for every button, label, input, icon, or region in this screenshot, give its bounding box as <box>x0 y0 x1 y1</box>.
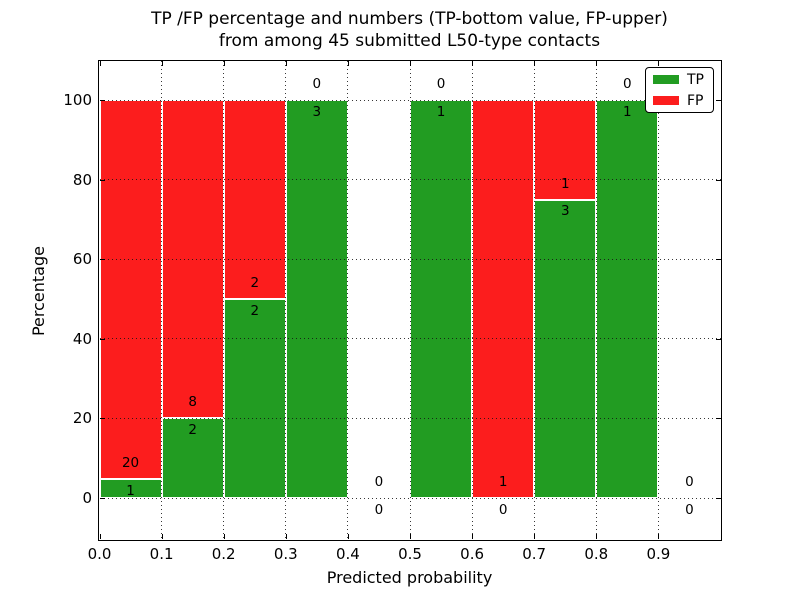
x-tick-label: 0.3 <box>273 545 298 563</box>
x-axis-top-tick <box>596 61 598 66</box>
x-axis-top-tick <box>99 61 101 66</box>
fp-count-label: 0 <box>312 76 322 93</box>
bar-fp-0.6 <box>472 100 535 498</box>
x-axis-top-tick <box>347 61 349 66</box>
x-axis-tick <box>596 534 598 539</box>
fp-count-label: 0 <box>436 76 446 93</box>
x-tick-label: 0.2 <box>211 545 236 563</box>
chart-title: TP /FP percentage and numbers (TP-bottom… <box>99 8 720 52</box>
x-tick-label: 0.9 <box>646 545 671 563</box>
x-axis-top-tick <box>161 61 163 66</box>
x-axis-label: Predicted probability <box>326 568 493 587</box>
x-axis-tick <box>99 534 101 539</box>
x-axis-top-tick <box>285 61 287 66</box>
x-axis-tick <box>223 534 225 539</box>
bar-fp-0.0 <box>99 100 162 480</box>
y-axis-right-tick <box>715 259 721 261</box>
x-tick-label: 0.7 <box>522 545 547 563</box>
y-axis-tick <box>99 259 105 261</box>
x-axis-tick <box>472 534 474 539</box>
bar-tp-0.1 <box>161 418 224 498</box>
y-axis-label: Percentage <box>29 246 48 337</box>
legend-swatch-fp-icon <box>653 96 679 105</box>
x-axis-tick <box>285 534 287 539</box>
x-axis-tick <box>161 534 163 539</box>
y-tick-label: 0 <box>82 489 92 507</box>
y-tick-label: 80 <box>72 170 92 189</box>
legend-entry-fp: FP <box>653 94 706 108</box>
x-axis-tick <box>658 534 660 539</box>
bar-tp-0.7 <box>534 199 597 498</box>
x-axis-tick <box>534 534 536 539</box>
bar-fp-0.2 <box>223 100 286 299</box>
x-tick-label: 0.1 <box>149 545 174 563</box>
x-axis-tick <box>410 534 411 539</box>
x-tick-label: 0.0 <box>87 545 112 563</box>
tp-count-label: 1 <box>126 482 135 499</box>
x-axis-top-tick <box>658 61 660 66</box>
tp-count-label: 2 <box>188 422 197 439</box>
legend-label-fp: FP <box>687 92 704 109</box>
y-axis-tick <box>99 100 105 101</box>
tp-count-label: 2 <box>250 302 260 319</box>
tp-count-label: 3 <box>312 103 322 120</box>
fp-count-label: 0 <box>374 474 384 491</box>
fp-count-label: 2 <box>250 275 260 292</box>
x-axis-top-tick <box>410 61 411 66</box>
y-tick-label: 20 <box>72 409 92 428</box>
bar-fp-0.7 <box>534 100 597 200</box>
y-tick-label: 60 <box>72 250 92 269</box>
y-tick-label: 100 <box>63 91 92 109</box>
tp-count-label: 3 <box>560 203 570 220</box>
y-axis-tick <box>99 418 105 420</box>
y-axis-right-tick <box>715 418 721 420</box>
legend-label-tp: TP <box>687 71 704 88</box>
bar-tp-0.0 <box>99 479 162 498</box>
tp-count-label: 1 <box>436 103 446 120</box>
x-tick-label: 0.5 <box>398 545 422 563</box>
y-axis-right-tick <box>715 498 721 499</box>
y-axis-right-tick <box>715 338 721 340</box>
x-axis-tick <box>347 534 349 539</box>
y-axis-right-tick <box>715 179 721 181</box>
x-axis-top-tick <box>472 61 474 66</box>
legend-swatch-tp-icon <box>653 75 679 84</box>
chart-title-line1: TP /FP percentage and numbers (TP-bottom… <box>151 9 668 29</box>
y-tick-label: 40 <box>72 329 92 348</box>
x-tick-label: 0.8 <box>584 545 609 563</box>
bar-tp-0.2 <box>223 299 286 498</box>
bar-tp-0.5 <box>410 100 473 498</box>
fp-count-label: 20 <box>121 455 140 472</box>
y-axis-tick <box>99 179 105 181</box>
fp-count-label: 1 <box>560 175 570 192</box>
fp-count-label: 0 <box>685 474 694 491</box>
bar-fp-0.1 <box>161 100 224 419</box>
y-axis-tick <box>99 498 105 499</box>
tp-count-label: 0 <box>374 501 384 518</box>
tp-count-label: 0 <box>685 501 694 518</box>
legend: TP FP <box>645 67 714 113</box>
fp-count-label: 1 <box>498 474 508 491</box>
fp-count-label: 8 <box>188 394 197 411</box>
x-tick-label: 0.6 <box>460 545 485 563</box>
x-tick-label: 0.4 <box>335 545 360 563</box>
chart-title-line2: from among 45 submitted L50-type contact… <box>218 31 601 51</box>
legend-entry-tp: TP <box>653 73 706 87</box>
fp-count-label: 0 <box>623 76 632 93</box>
bar-tp-0.3 <box>285 100 348 498</box>
x-axis-top-tick <box>534 61 536 66</box>
y-axis-tick <box>99 338 105 340</box>
y-axis-right-tick <box>715 100 721 101</box>
x-axis-top-tick <box>223 61 225 66</box>
bar-tp-0.8 <box>596 100 659 498</box>
tp-count-label: 0 <box>498 501 508 518</box>
tp-count-label: 1 <box>623 103 632 120</box>
